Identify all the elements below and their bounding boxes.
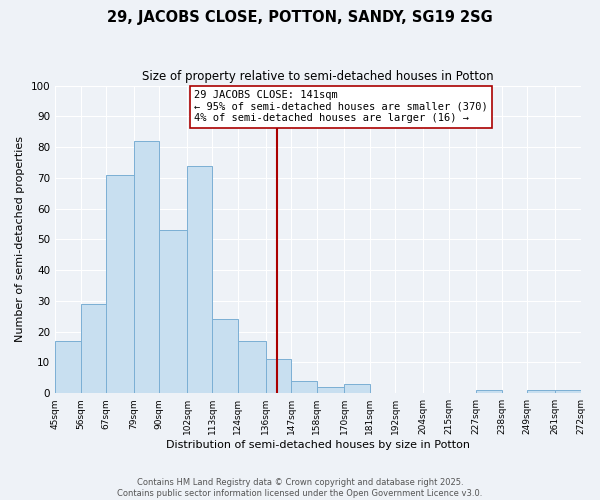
Bar xyxy=(238,341,266,393)
Bar xyxy=(266,360,291,393)
Bar xyxy=(134,141,159,393)
Bar xyxy=(159,230,187,393)
Text: 29, JACOBS CLOSE, POTTON, SANDY, SG19 2SG: 29, JACOBS CLOSE, POTTON, SANDY, SG19 2S… xyxy=(107,10,493,25)
Bar xyxy=(527,390,555,393)
Bar xyxy=(106,175,134,393)
Text: 29 JACOBS CLOSE: 141sqm
← 95% of semi-detached houses are smaller (370)
4% of se: 29 JACOBS CLOSE: 141sqm ← 95% of semi-de… xyxy=(194,90,488,124)
Bar xyxy=(212,320,238,393)
Y-axis label: Number of semi-detached properties: Number of semi-detached properties xyxy=(15,136,25,342)
Title: Size of property relative to semi-detached houses in Potton: Size of property relative to semi-detach… xyxy=(142,70,494,83)
Bar xyxy=(187,166,212,393)
Bar xyxy=(476,390,502,393)
X-axis label: Distribution of semi-detached houses by size in Potton: Distribution of semi-detached houses by … xyxy=(166,440,470,450)
Bar xyxy=(555,390,581,393)
Bar xyxy=(55,341,80,393)
Bar xyxy=(317,387,344,393)
Bar xyxy=(344,384,370,393)
Bar xyxy=(80,304,106,393)
Bar xyxy=(291,381,317,393)
Text: Contains HM Land Registry data © Crown copyright and database right 2025.
Contai: Contains HM Land Registry data © Crown c… xyxy=(118,478,482,498)
